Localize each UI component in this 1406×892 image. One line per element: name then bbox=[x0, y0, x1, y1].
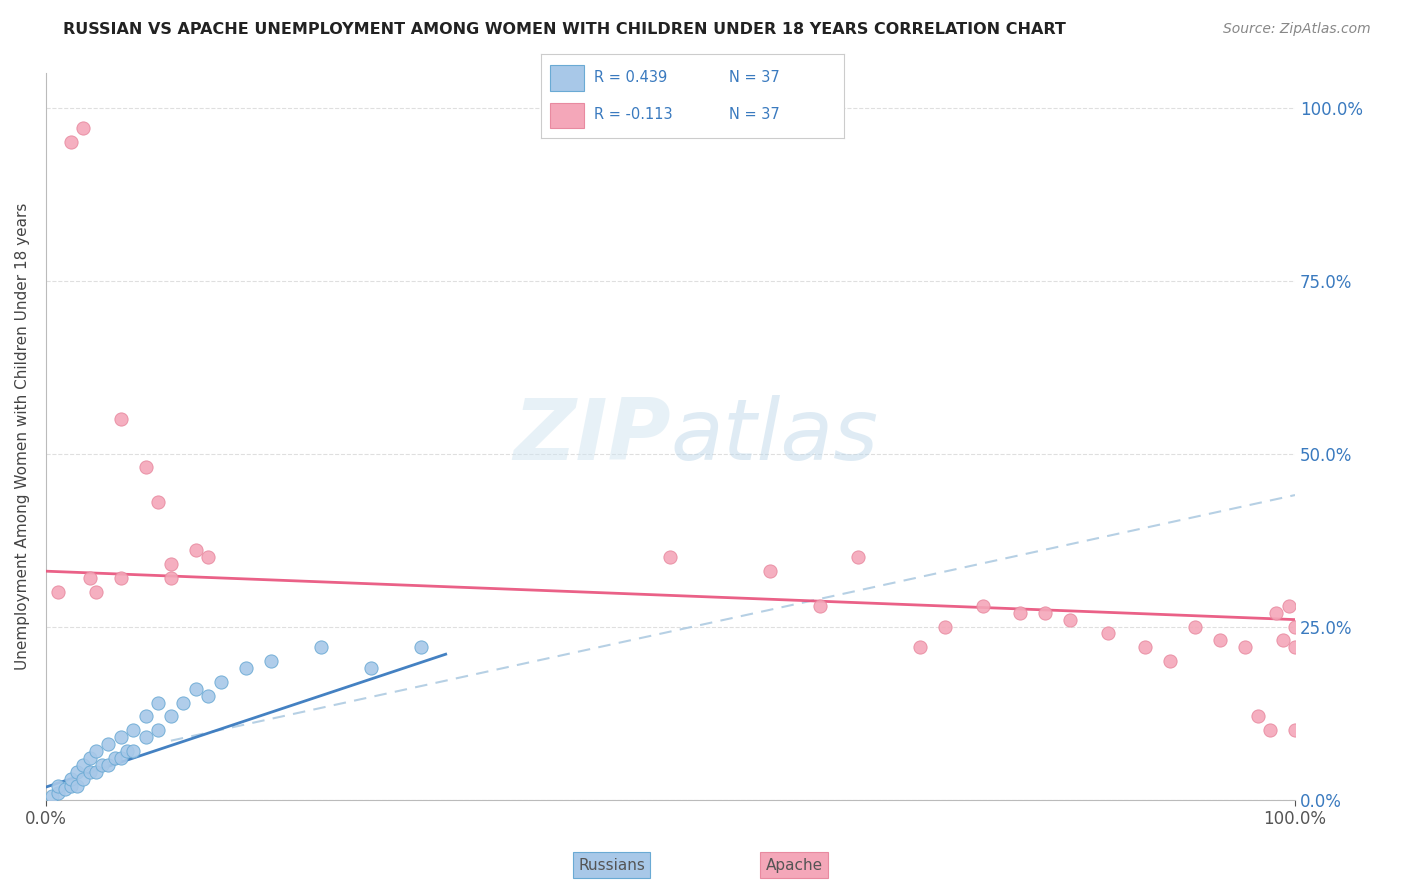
Point bbox=[53, 782, 76, 797]
Point bbox=[115, 744, 138, 758]
Point bbox=[97, 737, 120, 751]
Point bbox=[135, 460, 157, 475]
Point bbox=[97, 758, 120, 772]
Point bbox=[184, 681, 207, 696]
Point bbox=[808, 599, 831, 613]
Point bbox=[110, 571, 132, 585]
Point bbox=[48, 585, 70, 599]
Text: N = 37: N = 37 bbox=[728, 107, 779, 122]
Point bbox=[84, 585, 107, 599]
Point bbox=[1097, 626, 1119, 640]
Point bbox=[260, 654, 283, 668]
Text: R = 0.439: R = 0.439 bbox=[595, 70, 668, 85]
Point bbox=[160, 571, 183, 585]
Bar bbox=[550, 103, 583, 128]
Point bbox=[48, 779, 70, 793]
Point bbox=[972, 599, 994, 613]
Point bbox=[1159, 654, 1181, 668]
Point bbox=[235, 661, 257, 675]
Point bbox=[48, 786, 70, 800]
Text: RUSSIAN VS APACHE UNEMPLOYMENT AMONG WOMEN WITH CHILDREN UNDER 18 YEARS CORRELAT: RUSSIAN VS APACHE UNEMPLOYMENT AMONG WOM… bbox=[63, 22, 1066, 37]
Text: Apache: Apache bbox=[766, 858, 823, 872]
Point bbox=[84, 744, 107, 758]
Point bbox=[135, 731, 157, 745]
Point bbox=[122, 723, 145, 738]
Point bbox=[197, 550, 219, 565]
Point bbox=[1234, 640, 1257, 655]
Text: atlas: atlas bbox=[671, 395, 879, 478]
Point bbox=[135, 709, 157, 723]
Point bbox=[1278, 599, 1301, 613]
Point bbox=[759, 564, 782, 578]
Point bbox=[1284, 640, 1306, 655]
Point bbox=[172, 696, 194, 710]
Point bbox=[79, 571, 101, 585]
Point bbox=[79, 751, 101, 765]
Point bbox=[110, 412, 132, 426]
Point bbox=[1271, 633, 1294, 648]
Point bbox=[934, 619, 956, 633]
Point bbox=[72, 121, 94, 136]
Bar bbox=[550, 65, 583, 91]
Point bbox=[910, 640, 932, 655]
Point bbox=[1059, 613, 1081, 627]
Point bbox=[122, 744, 145, 758]
Point bbox=[160, 558, 183, 572]
Point bbox=[59, 135, 82, 149]
Text: N = 37: N = 37 bbox=[728, 70, 779, 85]
Point bbox=[110, 751, 132, 765]
Point bbox=[1246, 709, 1268, 723]
Point bbox=[59, 772, 82, 786]
Point bbox=[1010, 606, 1032, 620]
Point bbox=[197, 689, 219, 703]
Point bbox=[148, 495, 170, 509]
Point bbox=[110, 731, 132, 745]
Point bbox=[1284, 619, 1306, 633]
Point bbox=[659, 550, 682, 565]
Point bbox=[66, 779, 89, 793]
Point bbox=[1184, 619, 1206, 633]
Point bbox=[148, 696, 170, 710]
Point bbox=[360, 661, 382, 675]
Point bbox=[91, 758, 114, 772]
Point bbox=[148, 723, 170, 738]
Y-axis label: Unemployment Among Women with Children Under 18 years: Unemployment Among Women with Children U… bbox=[15, 202, 30, 670]
Point bbox=[79, 764, 101, 779]
Point bbox=[209, 674, 232, 689]
Point bbox=[160, 709, 183, 723]
Point bbox=[72, 758, 94, 772]
Point bbox=[1209, 633, 1232, 648]
Point bbox=[309, 640, 332, 655]
Point bbox=[59, 779, 82, 793]
Point bbox=[1133, 640, 1156, 655]
Point bbox=[1284, 723, 1306, 738]
Point bbox=[409, 640, 432, 655]
Text: R = -0.113: R = -0.113 bbox=[595, 107, 673, 122]
Point bbox=[184, 543, 207, 558]
Point bbox=[1265, 606, 1288, 620]
Point bbox=[41, 789, 63, 803]
Point bbox=[84, 764, 107, 779]
Point bbox=[846, 550, 869, 565]
Point bbox=[66, 764, 89, 779]
Point bbox=[72, 772, 94, 786]
Point bbox=[1258, 723, 1281, 738]
Text: Source: ZipAtlas.com: Source: ZipAtlas.com bbox=[1223, 22, 1371, 37]
Text: Russians: Russians bbox=[578, 858, 645, 872]
Point bbox=[1033, 606, 1056, 620]
Point bbox=[104, 751, 127, 765]
Text: ZIP: ZIP bbox=[513, 395, 671, 478]
